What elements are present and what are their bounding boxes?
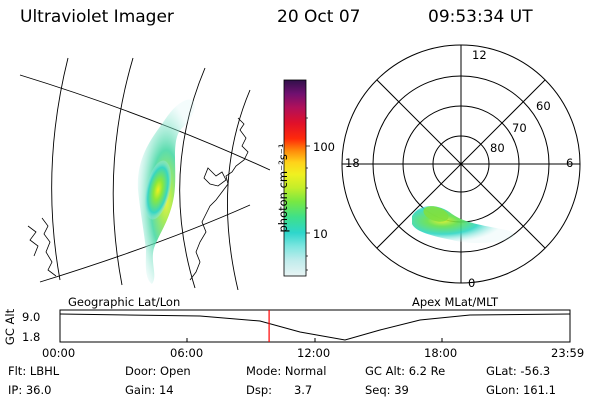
colorbar-tick-100: 100 xyxy=(313,140,335,154)
app-title: Ultraviolet Imager xyxy=(20,7,174,27)
info-ip: IP: 36.0 xyxy=(8,383,52,397)
info-mode: Mode: Normal xyxy=(246,364,327,378)
time-label: 09:53:34 UT xyxy=(428,7,533,27)
colorbar xyxy=(283,79,310,277)
geo-grid-lat-line xyxy=(19,74,270,171)
polar-lat-60: 60 xyxy=(536,99,551,113)
geo-grid-lon-line xyxy=(51,57,69,281)
timeline-xtick-18: 18:00 xyxy=(424,346,458,360)
coastline xyxy=(41,217,57,277)
polar-label-0: 0 xyxy=(468,276,476,290)
polar-panel-label: Apex MLat/MLT xyxy=(412,295,499,309)
info-glat: GLat: -56.3 xyxy=(486,364,551,378)
info-glon: GLon: 161.1 xyxy=(486,383,556,397)
timeline-ytick-9: 9.0 xyxy=(22,310,41,324)
timeline-ytick-1-8: 1.8 xyxy=(22,330,41,344)
timeline-axis-title: GC Alt xyxy=(3,308,17,346)
altitude-curve xyxy=(59,313,571,341)
info-gain: Gain: 14 xyxy=(125,383,174,397)
geo-panel-label: Geographic Lat/Lon xyxy=(68,295,181,309)
info-door: Door: Open xyxy=(125,364,191,378)
polar-lat-80: 80 xyxy=(490,141,505,155)
polar-diagonal xyxy=(376,79,546,249)
timeline-xtick-00: 00:00 xyxy=(42,346,76,360)
info-seq: Seq: 39 xyxy=(365,383,409,397)
polar-label-12: 12 xyxy=(472,48,487,62)
polar-label-6: 6 xyxy=(566,156,574,170)
coastline xyxy=(189,117,249,281)
coastline xyxy=(203,167,227,187)
info-dsp: Dsp: 3.7 xyxy=(246,383,313,397)
date-label: 20 Oct 07 xyxy=(277,7,361,27)
timeline-xtick-12: 12:00 xyxy=(297,346,331,360)
colorbar-tick-10: 10 xyxy=(313,227,328,241)
info-flt: Flt: LBHL xyxy=(8,364,60,378)
geo-aurora-core xyxy=(144,160,172,220)
polar-lat-70: 70 xyxy=(512,121,527,135)
timeline-xtick-06: 06:00 xyxy=(170,346,204,360)
geo-grid-lon-line xyxy=(112,57,134,286)
polar-aurora-core xyxy=(423,206,449,222)
coastline xyxy=(27,225,39,257)
geo-grid-lon-line xyxy=(226,89,251,290)
geo-grid-lon-line xyxy=(179,67,206,289)
timeline-xtick-2359: 23:59 xyxy=(551,346,585,360)
info-gc-alt: GC Alt: 6.2 Re xyxy=(365,364,446,378)
polar-label-18: 18 xyxy=(345,156,360,170)
